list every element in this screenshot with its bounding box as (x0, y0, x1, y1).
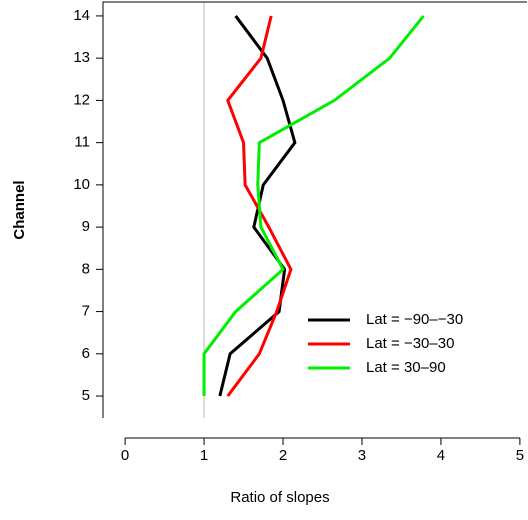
x-tick-label: 4 (437, 447, 445, 464)
x-tick-label: 2 (279, 447, 287, 464)
y-axis-label: Channel (11, 180, 28, 239)
x-tick-label: 1 (200, 447, 208, 464)
y-tick-label: 9 (82, 218, 90, 235)
legend-label: Lat = −90–−30 (366, 311, 463, 328)
legend-label: Lat = −30–30 (366, 335, 454, 352)
x-tick-label: 3 (358, 447, 366, 464)
legend-label: Lat = 30–90 (366, 359, 446, 376)
y-tick-label: 14 (73, 7, 90, 24)
series-line (202, 14, 425, 397)
x-tick-label: 0 (121, 447, 129, 464)
x-axis-label: Ratio of slopes (230, 489, 329, 506)
y-tick-label: 7 (82, 303, 90, 320)
y-tick-label: 11 (74, 134, 90, 151)
y-tick-label: 8 (82, 260, 90, 277)
plot-frame (102, 1, 527, 418)
y-tick-label: 5 (82, 387, 90, 404)
y-tick-label: 12 (73, 91, 90, 108)
series-line (226, 15, 293, 397)
x-tick-label: 5 (516, 447, 524, 464)
y-tick-label: 6 (82, 345, 90, 362)
y-tick-label: 13 (73, 49, 90, 66)
y-tick-label: 10 (73, 176, 90, 193)
